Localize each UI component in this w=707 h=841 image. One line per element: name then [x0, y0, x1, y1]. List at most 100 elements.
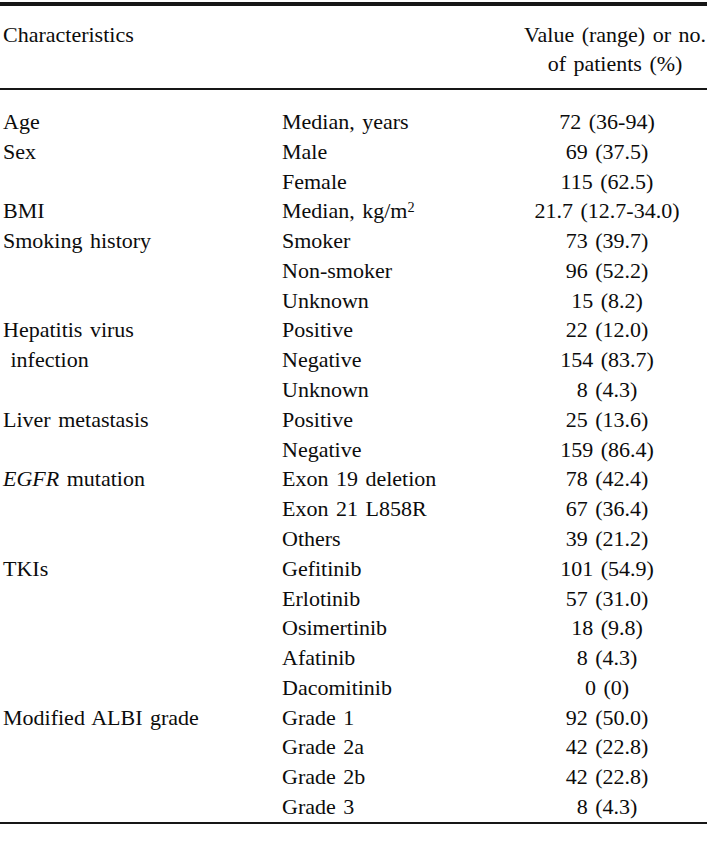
table-row: Dacomitinib 0 (0) [0, 673, 707, 703]
subcategory-cell: Erlotinib [282, 584, 507, 614]
text-fragment: Exon 21 L858R [282, 496, 427, 521]
table-bottom-rule [0, 822, 707, 825]
text-fragment: Median, years [282, 109, 409, 134]
characteristic-cell [0, 584, 282, 614]
subcategory-cell: Dacomitinib [282, 673, 507, 703]
subcategory-cell: Female [282, 167, 507, 197]
table-row: Modified ALBI gradeGrade 192 (50.0) [0, 703, 707, 733]
value-cell: 159 (86.4) [507, 435, 707, 465]
text-fragment: Grade 2a [282, 734, 364, 759]
table-body: AgeMedian, years72 (36-94)SexMale69 (37.… [0, 107, 707, 822]
text-fragment: Grade 2b [282, 764, 365, 789]
text-fragment: Erlotinib [282, 586, 360, 611]
characteristic-cell [0, 792, 282, 822]
characteristic-cell [0, 494, 282, 524]
table-row: Negative 159 (86.4) [0, 435, 707, 465]
subcategory-cell: Median, kg/m2 [282, 196, 507, 226]
characteristic-cell [0, 167, 282, 197]
value-cell: 67 (36.4) [507, 494, 707, 524]
characteristic-cell: Liver metastasis [0, 405, 282, 435]
text-fragment: Negative [282, 437, 361, 462]
subcategory-cell: Unknown [282, 375, 507, 405]
value-cell: 42 (22.8) [507, 732, 707, 762]
table-row: SexMale69 (37.5) [0, 137, 707, 167]
paper-table-page: Characteristics Value (range) or no. of … [0, 0, 707, 841]
text-fragment: Female [282, 169, 347, 194]
characteristic-cell [0, 762, 282, 792]
subcategory-cell: Negative [282, 345, 507, 375]
characteristic-cell: infection [0, 345, 282, 375]
characteristic-cell [0, 375, 282, 405]
characteristic-cell [0, 673, 282, 703]
value-cell: 39 (21.2) [507, 524, 707, 554]
table-row: Others 39 (21.2) [0, 524, 707, 554]
characteristic-cell [0, 613, 282, 643]
table-header-rule [0, 88, 707, 90]
value-cell: 73 (39.7) [507, 226, 707, 256]
characteristic-cell: Smoking history [0, 226, 282, 256]
table-row: Erlotinib57 (31.0) [0, 584, 707, 614]
value-cell: 154 (83.7) [507, 345, 707, 375]
value-column-header: Value (range) or no. of patients (%) [524, 20, 706, 78]
text-fragment: TKIs [3, 556, 48, 581]
text-fragment: Positive [282, 407, 353, 432]
text-fragment: Age [3, 109, 40, 134]
value-cell: 21.7 (12.7-34.0) [507, 196, 707, 226]
characteristic-cell: EGFR mutation [0, 464, 282, 494]
subcategory-cell: Exon 19 deletion [282, 464, 507, 494]
value-cell: 115 (62.5) [507, 167, 707, 197]
text-fragment: Median, kg/m [282, 198, 407, 223]
table-row: Grade 2b42 (22.8) [0, 762, 707, 792]
text-fragment: Sex [3, 139, 36, 164]
table-row: BMI Median, kg/m221.7 (12.7-34.0) [0, 196, 707, 226]
subcategory-cell: Gefitinib [282, 554, 507, 584]
characteristic-cell [0, 643, 282, 673]
table-row: Hepatitis virusPositive22 (12.0) [0, 315, 707, 345]
value-column-header-line2: of patients (%) [524, 49, 706, 78]
characteristic-cell [0, 435, 282, 465]
text-fragment: Negative [282, 347, 361, 372]
subcategory-cell: Non-smoker [282, 256, 507, 286]
table-row: Female 115 (62.5) [0, 167, 707, 197]
value-cell: 101 (54.9) [507, 554, 707, 584]
text-fragment: Hepatitis virus [3, 317, 134, 342]
characteristic-cell: Age [0, 107, 282, 137]
text-fragment: Dacomitinib [282, 675, 392, 700]
subcategory-cell: Male [282, 137, 507, 167]
value-cell: 72 (36-94) [507, 107, 707, 137]
subcategory-cell: Exon 21 L858R [282, 494, 507, 524]
characteristic-cell [0, 524, 282, 554]
table-row: Osimertinib18 (9.8) [0, 613, 707, 643]
text-fragment: Modified ALBI grade [3, 705, 199, 730]
text-fragment: BMI [3, 198, 45, 223]
table-row: Afatinib8 (4.3) [0, 643, 707, 673]
value-cell: 8 (4.3) [507, 643, 707, 673]
text-fragment: mutation [59, 466, 145, 491]
value-column-header-line1: Value (range) or no. [524, 20, 706, 49]
table-row: EGFR mutationExon 19 deletion78 (42.4) [0, 464, 707, 494]
text-fragment: infection [3, 347, 89, 372]
text-fragment: Smoking history [3, 228, 151, 253]
value-cell: 8 (4.3) [507, 375, 707, 405]
characteristic-cell: TKIs [0, 554, 282, 584]
characteristic-cell: Sex [0, 137, 282, 167]
characteristic-cell [0, 732, 282, 762]
characteristic-cell [0, 256, 282, 286]
value-cell: 15 (8.2) [507, 286, 707, 316]
subcategory-cell: Unknown [282, 286, 507, 316]
value-cell: 78 (42.4) [507, 464, 707, 494]
italic-text: EGFR [3, 466, 59, 491]
table-row: Grade 38 (4.3) [0, 792, 707, 822]
subcategory-cell: Grade 1 [282, 703, 507, 733]
text-fragment: Others [282, 526, 341, 551]
value-cell: 25 (13.6) [507, 405, 707, 435]
text-fragment: Non-smoker [282, 258, 392, 283]
table-row: Grade 2a 42 (22.8) [0, 732, 707, 762]
subcategory-cell: Negative [282, 435, 507, 465]
subcategory-cell: Smoker [282, 226, 507, 256]
table-row: TKIs Gefitinib101 (54.9) [0, 554, 707, 584]
text-fragment: Male [282, 139, 327, 164]
value-cell: 0 (0) [507, 673, 707, 703]
table-row: Unknown8 (4.3) [0, 375, 707, 405]
table-row: Unknown15 (8.2) [0, 286, 707, 316]
